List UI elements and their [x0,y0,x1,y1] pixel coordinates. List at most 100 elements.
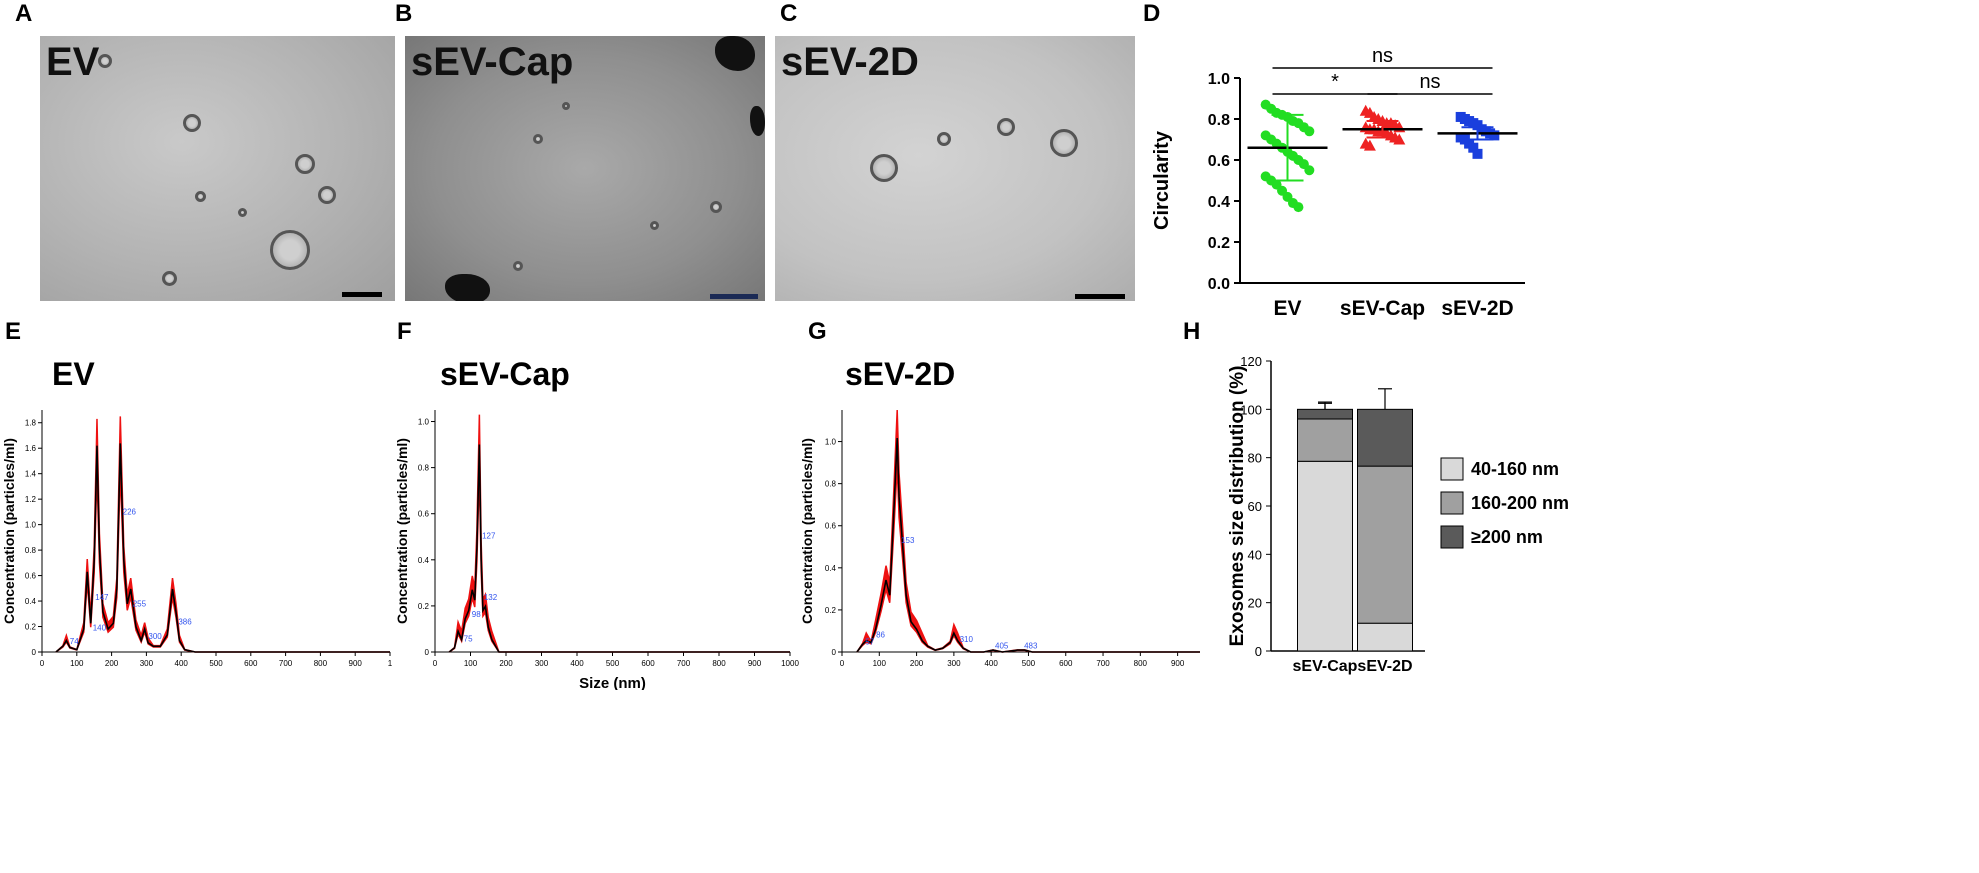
x-tick-label: 600 [641,659,655,668]
y-tick-label: 1.0 [418,418,430,427]
y-tick-label: 1.8 [25,419,37,428]
x-tick-label: 700 [1096,659,1110,668]
y-tick-label: 0.6 [418,510,430,519]
debris [715,36,755,71]
significance-label: * [1331,71,1339,93]
panel-letter-h: H [1183,318,1201,345]
y-axis-label: Circularity [1151,130,1173,230]
data-point [1468,142,1479,153]
x-axis-label: Size (nm) [579,675,646,690]
y-axis-label: Concentration (particles/ml) [395,438,410,624]
x-tick-label: 0 [40,659,45,668]
y-tick-label: 0 [425,648,430,657]
peak-label: 75 [464,634,473,643]
nta-title-sev-2d: sEV-2D [845,356,956,392]
bar-segment [1357,465,1413,624]
x-tick-label: 1000 [781,659,799,668]
nta-chart-sev-cap: 0 0.2 0.4 0.6 0.8 1.0 0 100 200 300 400 500 600 700 80… [395,410,799,690]
data-point [1293,202,1304,213]
y-tick-label: 0.0 [1208,276,1230,293]
y-tick-label: 0 [1255,644,1262,659]
x-tick-label: 100 [873,659,887,668]
panel-letter-g: G [808,318,827,345]
data-point [1489,130,1500,141]
x-tick-label: 600 [1059,659,1073,668]
y-tick-label: 0.2 [1208,235,1230,252]
x-tick-label: 400 [570,659,584,668]
data-point [1304,126,1315,137]
y-tick-label: 20 [1248,596,1262,611]
vesicle [513,261,523,271]
y-tick-label: 120 [1240,354,1262,369]
panel-letter-e: E [5,318,22,345]
nta-chart-sev-2d: 0 0.2 0.4 0.6 0.8 1.0 0 100 200 300 400 500 600 700 80… [800,409,1200,668]
legend-label: ≥200 nm [1471,527,1543,547]
x-tick-label: 800 [314,659,328,668]
x-tick-label: sEV-Cap [1340,297,1425,320]
vesicle [1050,129,1078,157]
data-point [1472,148,1483,159]
peak-label: 132 [484,593,498,602]
x-tick-label: 900 [1171,659,1185,668]
peak-label: 153 [901,536,915,545]
x-tick-label: 800 [1134,659,1148,668]
mean-curve [448,444,790,653]
bar-segment [1357,622,1413,652]
y-axis-label: Concentration (particles/ml) [800,438,815,624]
vesicle [318,186,336,204]
panel-letter-d: D [1143,0,1161,27]
vesicle [195,191,206,202]
x-tick-label: 200 [499,659,513,668]
vesicle [870,154,898,182]
peak-label: 405 [995,642,1009,651]
y-tick-label: 0.6 [825,522,837,531]
scale-bar [710,294,758,299]
vesicle [295,154,315,174]
y-tick-label: 0 [32,648,37,657]
error-band [856,409,1200,653]
significance-label: ns [1419,71,1440,93]
error-band [55,416,390,653]
y-tick-label: 0.2 [418,602,430,611]
y-tick-label: 0.6 [1208,153,1230,170]
y-tick-label: 100 [1240,402,1262,417]
vesicle [270,230,310,270]
y-tick-label: 0.2 [25,623,37,632]
y-tick-label: 1.4 [25,470,37,479]
bar-segment [1297,418,1353,462]
y-axis-label: Concentration (particles/ml) [1,438,17,624]
y-tick-label: 0.2 [825,606,837,615]
peak-label: 300 [148,632,162,641]
x-tick-label: 600 [244,659,258,668]
x-tick-label: 500 [1022,659,1036,668]
legend-swatch [1440,525,1464,549]
peak-label: 140 [93,623,107,632]
x-tick-label: EV [1273,297,1301,320]
x-tick-label: 800 [712,659,726,668]
tem-image-ev: EV [40,36,395,301]
peak-label: 386 [178,617,192,626]
bar-segment [1297,460,1353,652]
circularity-scatter-chart: 0.0 0.2 0.4 0.6 0.8 1.0 Circularity EV sEV-Cap sE… [1151,45,1525,320]
peak-label: 127 [482,532,496,541]
y-tick-label: 0.4 [25,597,37,606]
x-tick-label: 400 [984,659,998,668]
x-tick-label: 100 [70,659,84,668]
peak-label: 226 [123,507,137,516]
peak-label: 86 [876,630,885,639]
scale-bar [342,292,382,297]
vesicle [533,134,543,144]
peak-label: 255 [133,600,147,609]
data-point [1393,133,1406,145]
tem-title-sev-cap: sEV-Cap [411,40,574,84]
data-point [1304,165,1315,176]
peak-label: 483 [1024,642,1038,651]
x-tick-label: 900 [349,659,363,668]
y-tick-label: 0.4 [418,556,430,565]
vesicle [562,102,570,110]
x-tick-label: 100 [464,659,478,668]
x-tick-label: 0 [433,659,438,668]
nta-title-sev-cap: sEV-Cap [440,356,570,392]
vesicle [937,132,951,146]
y-tick-label: 60 [1248,499,1262,514]
